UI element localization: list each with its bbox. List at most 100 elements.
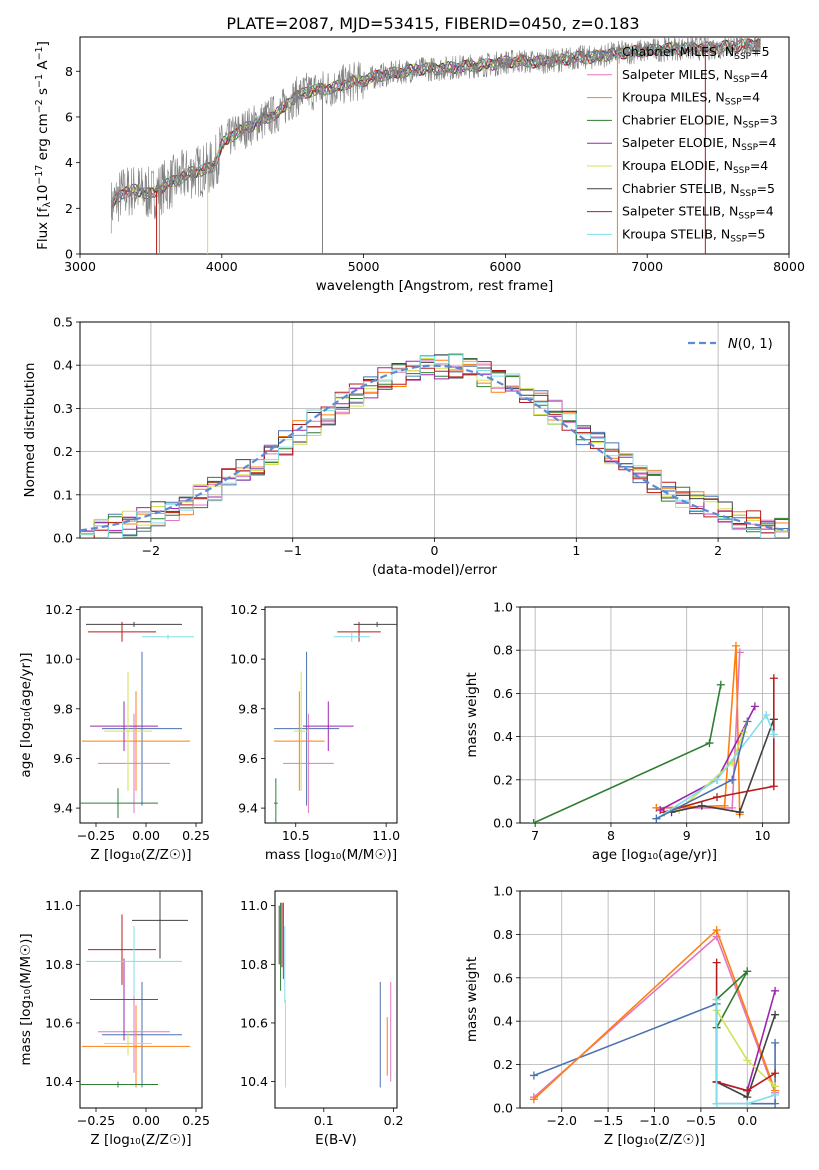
y-axis-label-part: s	[35, 88, 51, 99]
legend-label: Chabrier ELODIE, NSSP=3	[622, 112, 778, 130]
x-tick-label: 5000	[348, 259, 380, 274]
legend-label-text: Salpeter ELODIE, N	[622, 135, 741, 150]
x-tick-label: 0.0	[737, 1113, 757, 1128]
x-tick-label: −1	[283, 543, 301, 558]
x-axis-label: Z [log₁₀(Z/Z☉)]	[90, 847, 191, 863]
y-tick-label: 10.4	[240, 1074, 268, 1089]
y-tick-label: 0.5	[53, 315, 73, 330]
legend-label-sub: SSP	[740, 189, 757, 199]
legend-label-count: =5	[747, 226, 765, 241]
legend-label: N(0, 1)	[728, 337, 773, 352]
y-tick-label: 9.4	[238, 801, 258, 816]
axes-frame	[274, 890, 398, 1109]
x-tick-label: 0.25	[182, 1113, 210, 1128]
legend-label-count: =5	[757, 181, 775, 196]
weight-marker	[529, 819, 538, 823]
y-tick-label: 0.6	[493, 686, 513, 701]
axes-frame	[519, 890, 790, 1109]
legend-label-sub: SSP	[733, 166, 750, 176]
y-tick-label: 1.0	[493, 600, 513, 615]
x-tick-label: 0.25	[182, 828, 210, 843]
y-tick-label: 6	[65, 109, 73, 124]
residual-plot	[80, 353, 789, 538]
ebv-mass-axes: 0.1 0.2 10.4 10.6 10.8 11.0 E(B-V)	[240, 890, 403, 1148]
ebv-mass-points	[278, 902, 392, 1088]
y-tick-label: 9.4	[53, 801, 73, 816]
legend-label: Kroupa MILES, NSSP=4	[622, 90, 760, 108]
y-axis-label: age [log₁₀(age/yr)]	[18, 652, 34, 777]
y-tick-label: 0.0	[53, 531, 73, 546]
x-tick-label: 0.00	[132, 828, 160, 843]
weight-marker	[771, 1090, 780, 1099]
residuals-axes: −2 −1 0 1 2 0.0 0.1 0.2 0.3 0.4 0.5 (data-model)/er…	[22, 315, 790, 578]
x-tick-label: 0.00	[132, 1113, 160, 1128]
legend-label-text: Salpeter STELIB, N	[622, 204, 738, 219]
weight-marker	[735, 808, 744, 817]
x-tick-label: 1	[572, 543, 580, 558]
y-axis-label: Flux [fλ10−17 erg cm−2 s−1 A−1]	[34, 41, 53, 250]
figure-title: PLATE=2087, MJD=53415, FIBERID=0450, z=0…	[226, 14, 639, 33]
y-axis-label-part: −17	[34, 165, 45, 185]
age-weight-lines	[529, 641, 778, 823]
legend-label-sub: SSP	[738, 212, 755, 222]
y-tick-label: 0.3	[53, 401, 73, 416]
x-tick-label: 6000	[489, 259, 521, 274]
spectrum-axes: 3000 4000 5000 6000 7000 8000 0 2 4 6 8 wavelength …	[64, 36, 805, 294]
x-tick-label: 7	[531, 828, 539, 843]
legend-label: Salpeter ELODIE, NSSP=4	[622, 135, 777, 153]
weight-marker	[743, 967, 752, 976]
weight-marker	[771, 1038, 780, 1047]
weight-line	[655, 713, 775, 820]
weight-marker	[771, 986, 780, 995]
x-tick-label: −1.5	[593, 1113, 623, 1128]
y-axis-label-part: ]	[35, 41, 51, 46]
y-axis-label-part: erg cm	[35, 113, 51, 164]
x-tick-label: 10.5	[282, 828, 310, 843]
y-tick-label: 0.8	[493, 643, 513, 658]
x-axis-label: age [log₁₀(age/yr)]	[592, 847, 717, 863]
data-spectrum	[110, 37, 761, 234]
weight-marker	[762, 711, 771, 719]
legend-label-sub: SSP	[742, 120, 759, 130]
weight-marker	[769, 782, 778, 791]
x-tick-label: 8	[607, 828, 615, 843]
y-tick-label: 10.4	[45, 1074, 73, 1089]
Z-age-axes: −0.25 0.00 0.25 9.4 9.6 9.8 10.0 10.2 Z [log₁₀(Z…	[18, 602, 210, 863]
y-tick-label: 10.2	[45, 602, 73, 617]
legend-label: Kroupa ELODIE, NSSP=4	[622, 158, 768, 176]
axes-frame	[519, 606, 790, 824]
x-axis-label: Z [log₁₀(Z/Z☉)]	[604, 1132, 705, 1148]
legend-label-text: Kroupa STELIB, N	[622, 226, 730, 241]
y-tick-label: 8	[65, 64, 73, 79]
y-axis-label-part: −1	[34, 74, 45, 88]
legend-label-args: (0, 1)	[738, 337, 773, 352]
weight-line	[656, 652, 741, 809]
legend-label-sub: SSP	[741, 143, 758, 153]
x-tick-label: 3000	[64, 259, 96, 274]
y-tick-label: 11.0	[240, 898, 268, 913]
y-axis-label: mass weight	[464, 672, 480, 757]
y-tick-label: 9.8	[53, 701, 73, 716]
y-axis-label-part: 10	[35, 185, 51, 202]
x-axis-label: E(B-V)	[315, 1132, 357, 1148]
age-weight-axes: 7 8 9 10 0.0 0.2 0.4 0.6 0.8 1.0 age [log₁₀(age/yr…	[464, 600, 790, 863]
weight-marker	[743, 717, 752, 726]
y-tick-label: 0.0	[493, 816, 513, 831]
weight-marker	[712, 1099, 721, 1108]
x-tick-label: 0.1	[314, 1113, 334, 1128]
histogram-step	[80, 361, 789, 538]
weight-marker	[771, 1099, 780, 1108]
mass-age-axes: 10.5 11.0 9.4 9.6 9.8 10.0 10.2 mass [log₁₀(M/M…	[230, 602, 400, 863]
y-tick-label: 11.0	[45, 898, 73, 913]
weight-marker	[769, 674, 778, 683]
axes-frame	[79, 890, 203, 1109]
weight-marker	[716, 680, 725, 689]
y-tick-label: 0.0	[493, 1101, 513, 1116]
axes-frame	[79, 36, 790, 255]
weight-marker	[771, 1069, 780, 1078]
y-axis-label-part: −1	[34, 46, 45, 60]
y-tick-label: 0.4	[493, 1014, 513, 1029]
legend-label-text: Kroupa ELODIE, N	[622, 158, 733, 173]
